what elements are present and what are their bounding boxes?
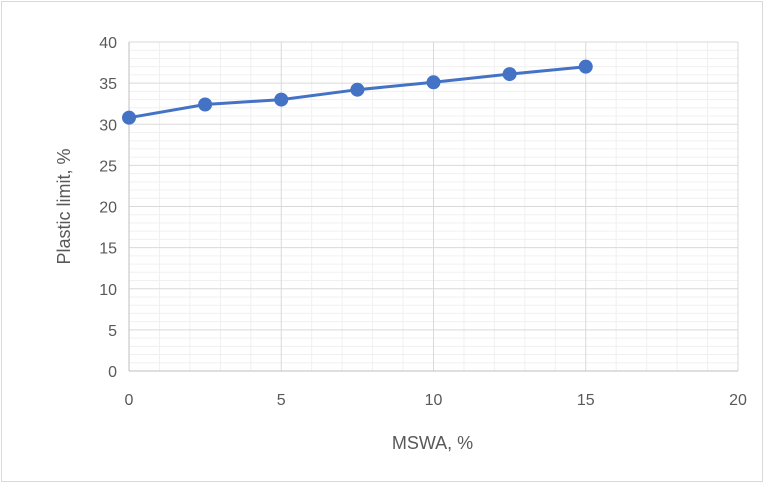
x-tick-labels: 0 5 10 15 20 — [125, 392, 747, 409]
data-point — [578, 59, 593, 74]
x-tick-label: 15 — [577, 392, 595, 409]
data-point — [122, 110, 136, 125]
x-axis-title: MSWA, % — [392, 433, 473, 453]
x-tick-label: 10 — [425, 392, 443, 409]
series-layer — [122, 59, 593, 125]
data-point — [350, 82, 365, 97]
y-axis-title: Plastic limit, % — [54, 148, 74, 264]
data-point — [502, 67, 517, 82]
y-tick-labels: 0 5 10 15 20 25 30 35 40 — [99, 35, 117, 381]
x-tick-label: 20 — [729, 392, 747, 409]
y-tick-label: 25 — [99, 158, 117, 175]
y-tick-label: 20 — [99, 200, 117, 217]
y-tick-label: 15 — [99, 241, 117, 258]
y-tick-label: 40 — [99, 35, 117, 52]
data-point — [198, 97, 213, 112]
y-tick-label: 35 — [99, 76, 117, 93]
x-tick-label: 5 — [277, 392, 286, 409]
y-tick-label: 10 — [99, 282, 117, 299]
y-tick-label: 5 — [108, 323, 117, 340]
x-tick-label: 0 — [125, 392, 134, 409]
data-point — [426, 75, 441, 90]
y-tick-label: 0 — [108, 364, 117, 381]
data-point — [274, 92, 289, 107]
y-tick-label: 30 — [99, 117, 117, 134]
axes — [128, 42, 738, 372]
